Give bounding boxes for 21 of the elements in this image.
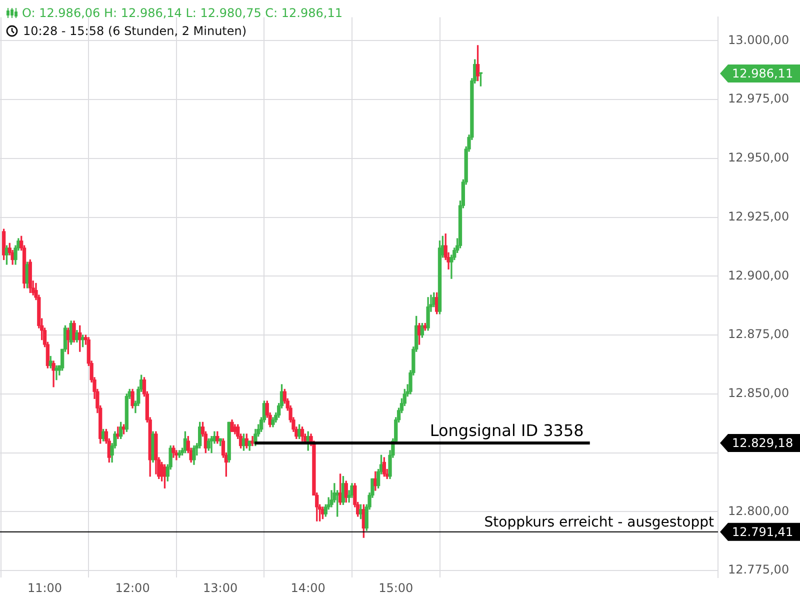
y-tick-label: 12.900,00 [728, 268, 790, 282]
series-label: Longsignal ID 3358 [430, 421, 584, 440]
y-tick-label: 12.950,00 [728, 150, 790, 165]
x-tick-label: 13:00 [203, 580, 238, 595]
x-tick-label: 15:00 [378, 580, 414, 595]
y-tick-label: 12.875,00 [728, 327, 790, 342]
y-tick-label: 12.850,00 [728, 386, 790, 400]
y-tick-label: 12.800,00 [728, 504, 790, 518]
x-tick-label: 14:00 [290, 580, 326, 595]
text: 12.791,41 [732, 525, 794, 540]
text: 10:28 - 15:58 (6 Stunden, 2 Minuten) [23, 23, 247, 40]
text: 12.829,18 [732, 436, 794, 450]
y-tick-label: 13.000,00 [728, 32, 790, 47]
text: 12.986,11 [732, 66, 794, 81]
x-tick-label: 12:00 [115, 580, 150, 595]
chart-title: O: 12.986,06 H: 12.986,14 L: 12.980,75 C: 12.986,11 [22, 5, 342, 22]
x-tick-label: 11:00 [27, 580, 62, 595]
y-tick-label: 12.925,00 [728, 209, 790, 224]
y-tick-label: 12.775,00 [728, 562, 790, 577]
ref-line-label: Stoppkurs erreicht - ausgestoppt [484, 514, 714, 531]
y-tick-label: 12.975,00 [728, 92, 790, 106]
